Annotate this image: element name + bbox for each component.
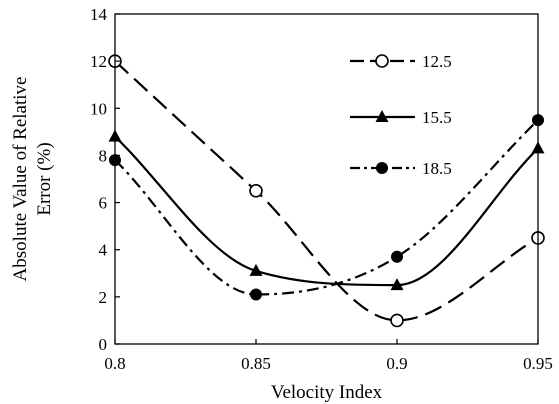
series-line-18.5 [114,119,539,296]
series-curves [114,60,539,322]
x-axis-title: Velocity Index [271,382,383,403]
y-axis-title-line-2: Error (%) [34,142,55,215]
x-tick-label: 0.95 [523,354,553,373]
series-markers [108,54,545,328]
y-tick-label: 0 [99,335,108,354]
series-line-15.5 [114,135,539,287]
legend: 12.5 15.5 18.5 [350,52,452,178]
data-point-12.5-2 [390,313,404,328]
data-point-18.5-1 [250,288,262,301]
legend-label-12.5: 12.5 [422,52,452,71]
data-point-15.5-1 [249,263,263,276]
legend-marker-15.5 [375,110,389,122]
plot-frame [114,13,539,345]
y-tick-label: 14 [90,5,108,24]
y-tick-label: 10 [90,99,107,118]
y-tick-label: 8 [99,146,108,165]
axes: 0 2 4 6 8 10 12 14 0.8 0.85 0.9 0.95 [90,5,553,373]
x-tick-label: 0.85 [241,354,271,373]
legend-marker-12.5 [375,54,389,68]
data-point-18.5-2 [391,250,403,263]
series-line-12.5 [114,60,539,322]
legend-marker-18.5 [376,162,388,174]
data-point-15.5-2 [390,278,404,291]
x-tick-label: 0.9 [386,354,407,373]
y-axis-title-line-1: Absolute Value of Relative [10,77,31,282]
legend-label-18.5: 18.5 [422,159,452,178]
y-tick-label: 12 [90,52,107,71]
y-tick-label: 6 [99,194,108,213]
x-tick-label: 0.8 [104,354,125,373]
y-tick-label: 2 [99,288,108,307]
data-point-12.5-1 [249,183,263,198]
legend-label-15.5: 15.5 [422,108,452,127]
y-tick-label: 4 [99,241,108,260]
